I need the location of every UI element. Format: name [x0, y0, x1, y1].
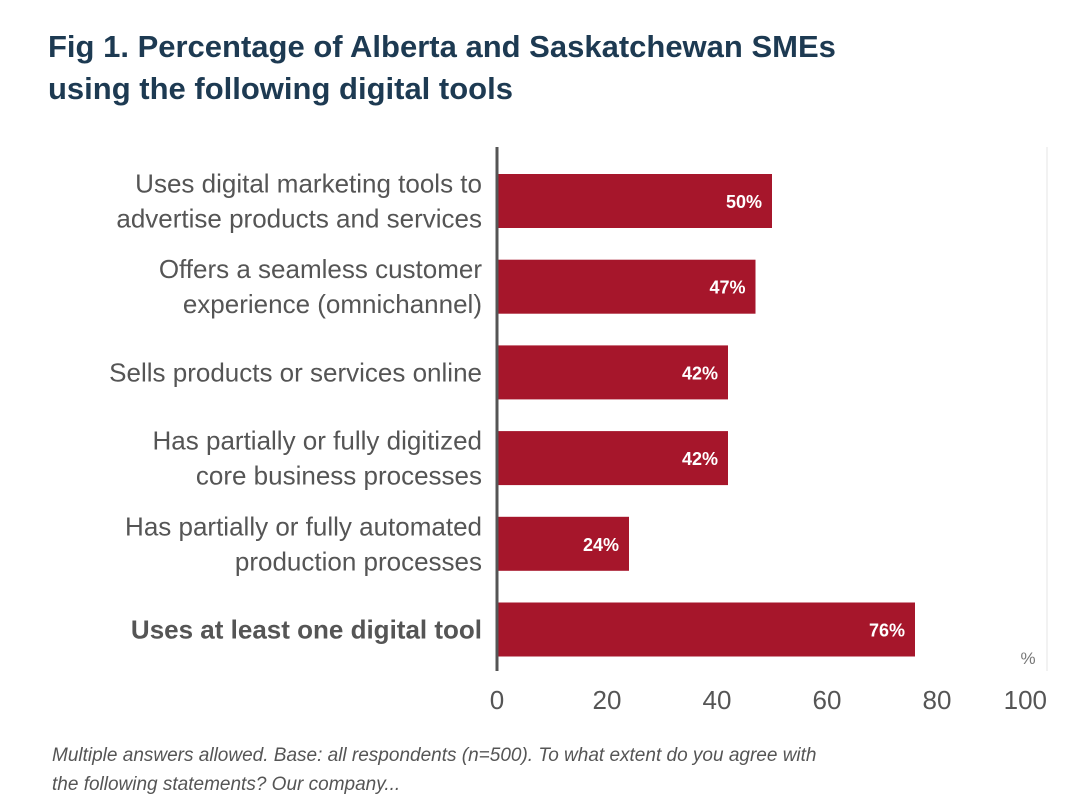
- value-label-0: 50%: [726, 192, 762, 212]
- x-tick-labels: 0 20 40 60 80 100: [490, 685, 1047, 715]
- category-labels: Uses digital marketing tools to advertise…: [109, 169, 482, 645]
- bar-3: [497, 431, 728, 486]
- x-tick-80: 80: [923, 685, 952, 715]
- category-label-2-line-0: Sells products or services online: [109, 357, 482, 387]
- chart-title-line-1: Fig 1. Percentage of Alberta and Saskatc…: [48, 29, 836, 64]
- category-label-1-line-0: Offers a seamless customer: [159, 254, 483, 284]
- category-label-5-line-0: Uses at least one digital tool: [131, 615, 482, 645]
- bar-0: [497, 174, 772, 228]
- bars: [497, 174, 915, 657]
- x-tick-40: 40: [703, 685, 732, 715]
- x-tick-0: 0: [490, 685, 504, 715]
- bar-1: [497, 259, 756, 314]
- chart-footnote: Multiple answers allowed. Base: all resp…: [52, 741, 1032, 799]
- value-labels: 50% 47% 42% 42% 24% 76%: [583, 192, 905, 641]
- value-label-3: 42%: [682, 449, 718, 469]
- chart-footnote-line-1: Multiple answers allowed. Base: all resp…: [52, 745, 817, 766]
- bar-5: [497, 602, 915, 657]
- x-tick-20: 20: [593, 685, 622, 715]
- x-tick-100: 100: [1004, 685, 1047, 715]
- value-label-5: 76%: [869, 621, 905, 641]
- category-label-0-line-1: advertise products and services: [116, 204, 482, 234]
- value-label-1: 47%: [709, 278, 745, 298]
- category-label-0-line-0: Uses digital marketing tools to: [135, 169, 482, 199]
- value-label-2: 42%: [682, 363, 718, 383]
- x-unit-label: %: [1020, 649, 1035, 668]
- bar-4: [497, 516, 629, 571]
- category-label-3-line-0: Has partially or fully digitized: [153, 426, 482, 456]
- value-label-4: 24%: [583, 535, 619, 555]
- x-tick-60: 60: [813, 685, 842, 715]
- category-label-1-line-1: experience (omnichannel): [183, 289, 482, 319]
- chart-title: Fig 1. Percentage of Alberta and Saskatc…: [48, 26, 1048, 110]
- category-label-4-line-0: Has partially or fully automated: [125, 511, 482, 541]
- chart-footnote-line-2: the following statements? Our company...: [52, 774, 401, 795]
- chart-title-line-2: using the following digital tools: [48, 71, 513, 106]
- category-label-4-line-1: production processes: [235, 546, 482, 576]
- bar-2: [497, 345, 728, 400]
- category-label-3-line-1: core business processes: [196, 461, 482, 491]
